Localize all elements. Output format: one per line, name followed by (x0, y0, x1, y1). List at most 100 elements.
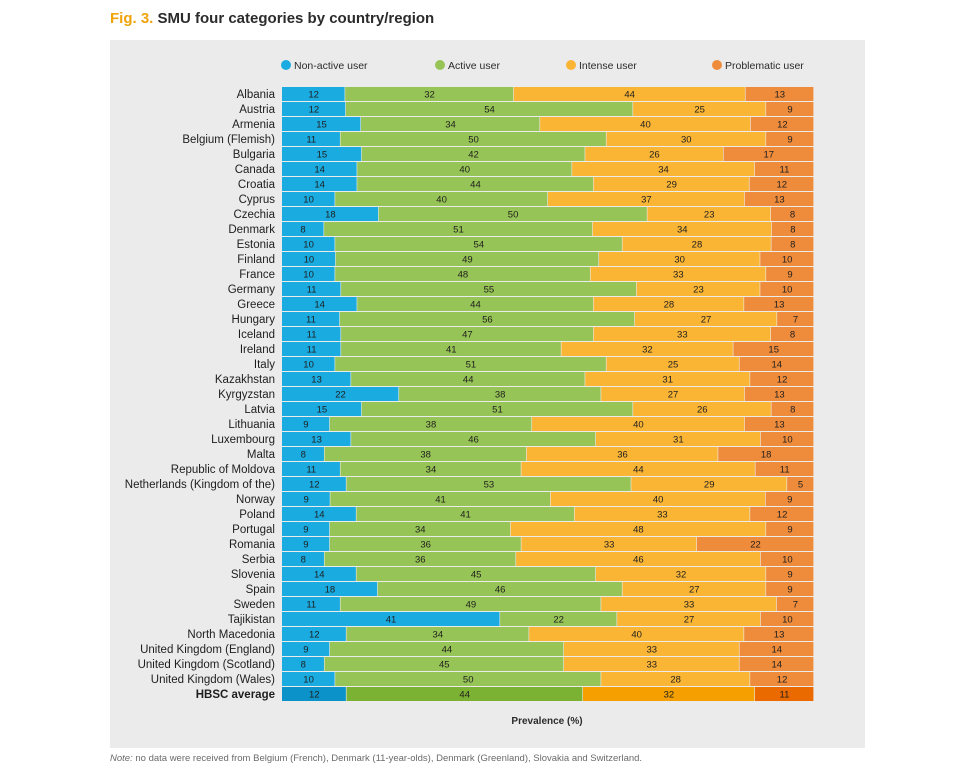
bar-segment-non-active (282, 372, 351, 386)
data-label: 10 (303, 270, 314, 281)
data-label: 36 (415, 555, 426, 566)
category-label: Spain (246, 584, 275, 596)
data-label: 14 (314, 180, 325, 191)
data-label: 34 (658, 165, 669, 176)
bar-segment-non-active (282, 147, 362, 161)
data-label: 14 (314, 570, 325, 581)
bar-segment-active (335, 672, 601, 686)
bar-segment-intense (647, 207, 771, 221)
bar-segment-problematic (750, 672, 814, 686)
category-label: France (239, 269, 275, 281)
bar-segment-intense (532, 417, 745, 431)
bar-segment-non-active (282, 162, 357, 176)
bar-segment-active (335, 267, 590, 281)
bar-segment-non-active (282, 447, 324, 461)
footnote: Note: no data were received from Belgium… (110, 753, 642, 764)
data-label: 14 (771, 645, 782, 656)
bar-segment-active (330, 492, 551, 506)
data-label: 10 (782, 255, 793, 266)
category-label: Portugal (232, 524, 275, 536)
bar-segment-intense (572, 162, 755, 176)
bar-segment-non-active (282, 237, 335, 251)
category-label: Republic of Moldova (171, 464, 276, 476)
bar-segment-active (356, 567, 596, 581)
bar-segment-intense (521, 462, 755, 476)
bar-segment-non-active (282, 582, 378, 596)
category-label: Belgium (Flemish) (182, 134, 275, 146)
bar-segment-active (340, 597, 601, 611)
category-label: Malta (247, 449, 276, 461)
data-label: 26 (649, 150, 660, 161)
category-label: Bulgaria (233, 149, 276, 161)
data-label: 14 (314, 165, 325, 176)
bar-segment-intense (585, 372, 750, 386)
bar-segment-problematic (749, 177, 814, 191)
category-label: North Macedonia (187, 629, 275, 641)
figure-title-text: SMU four categories by country/region (157, 10, 435, 27)
data-label: 28 (692, 240, 703, 251)
bar-segment-intense (601, 597, 777, 611)
bar-segment-intense (582, 687, 755, 701)
bar-segment-active (351, 372, 585, 386)
data-label: 12 (777, 375, 788, 386)
data-label: 13 (774, 420, 785, 431)
bar-segment-active (500, 612, 617, 626)
bar-segment-non-active (282, 417, 330, 431)
bar-segment-intense (601, 672, 750, 686)
bar-segment-intense (510, 522, 766, 536)
data-label: 25 (694, 105, 705, 116)
data-label: 41 (460, 510, 471, 521)
data-label: 40 (633, 420, 644, 431)
data-label: 13 (774, 630, 785, 641)
category-label: Canada (235, 164, 276, 176)
bar-segment-intense (513, 87, 745, 101)
data-label: 8 (300, 225, 305, 236)
data-label: 27 (701, 315, 712, 326)
bar-segment-active (351, 432, 596, 446)
bar-segment-non-active (282, 132, 340, 146)
data-label: 28 (664, 300, 675, 311)
data-label: 40 (640, 120, 651, 131)
data-label: 56 (482, 315, 493, 326)
bar-segment-intense (606, 357, 739, 371)
data-label: 32 (424, 90, 435, 101)
bar-segment-active (335, 192, 548, 206)
data-label: 50 (508, 210, 519, 221)
category-label: Croatia (238, 179, 276, 191)
data-label: 44 (470, 180, 481, 191)
data-label: 32 (642, 345, 653, 356)
bar-segment-problematic (739, 657, 814, 671)
data-label: 9 (303, 540, 308, 551)
legend-label: Problematic user (725, 60, 804, 72)
bar-segment-intense (593, 297, 744, 311)
bar-segment-active (340, 462, 521, 476)
data-label: 12 (309, 480, 320, 491)
data-label: 11 (780, 165, 790, 176)
data-label: 9 (787, 585, 792, 596)
data-label: 36 (420, 540, 431, 551)
data-label: 31 (673, 435, 684, 446)
bar-segment-problematic (750, 117, 814, 131)
data-label: 54 (474, 240, 485, 251)
bar-segment-non-active (282, 552, 324, 566)
bar-segment-active (341, 282, 637, 296)
bar-segment-non-active (282, 282, 341, 296)
bar-segment-active (345, 87, 514, 101)
bar-segment-non-active (282, 222, 324, 236)
bar-segment-active (335, 252, 599, 266)
bar-segment-non-active (282, 177, 357, 191)
bar-segment-problematic (718, 447, 814, 461)
bar-segment-active (341, 342, 561, 356)
category-label: Italy (254, 359, 275, 371)
legend: Non-active user Active user Intense user Pr… (281, 60, 804, 72)
data-label: 15 (316, 120, 327, 131)
data-label: 9 (787, 270, 792, 281)
bar-segment-non-active (282, 312, 340, 326)
bar-segment-intense (574, 507, 750, 521)
figure-number: Fig. 3. (110, 10, 154, 27)
bar-segment-intense (592, 222, 772, 236)
data-label: 8 (301, 555, 306, 566)
data-label: 8 (790, 330, 795, 341)
data-label: 28 (670, 675, 681, 686)
legend-swatch (566, 60, 576, 70)
